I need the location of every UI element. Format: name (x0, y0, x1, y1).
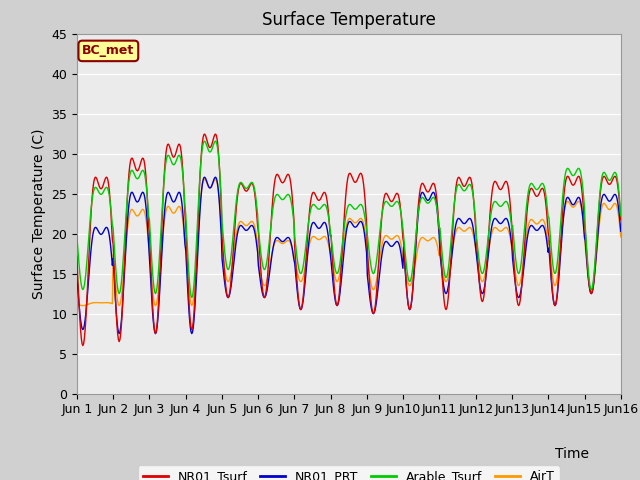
Arable_Tsurf (417, 198, 424, 204)
NR01_PRT (73, 272, 81, 278)
Arable_Tsurf (617, 213, 625, 219)
AirT (195, 223, 202, 229)
AirT (201, 177, 209, 182)
NR01_PRT (195, 232, 202, 238)
Arable_Tsurf (433, 202, 440, 207)
NR01_PRT (224, 295, 232, 300)
NR01_PRT (201, 174, 209, 180)
AirT (617, 234, 625, 240)
NR01_Tsurf (224, 295, 232, 300)
NR01_Tsurf (617, 217, 625, 223)
Arable_Tsurf (83, 262, 90, 267)
AirT (224, 279, 232, 285)
NR01_PRT (617, 228, 625, 234)
NR01_Tsurf (73, 253, 81, 259)
Arable_Tsurf (224, 267, 232, 273)
AirT (140, 207, 147, 213)
Title: Surface Temperature: Surface Temperature (262, 11, 436, 29)
Legend: NR01_Tsurf, NR01_PRT, Arable_Tsurf, AirT: NR01_Tsurf, NR01_PRT, Arable_Tsurf, AirT (138, 465, 560, 480)
NR01_Tsurf (84, 286, 92, 292)
AirT (417, 237, 424, 242)
AirT (433, 239, 440, 244)
Arable_Tsurf (139, 168, 147, 173)
NR01_PRT (417, 194, 424, 200)
NR01_Tsurf (195, 204, 202, 210)
Y-axis label: Surface Temperature (C): Surface Temperature (C) (31, 128, 45, 299)
NR01_PRT (115, 331, 123, 336)
NR01_PRT (83, 302, 90, 308)
Line: Arable_Tsurf: Arable_Tsurf (77, 141, 621, 298)
Arable_Tsurf (201, 138, 209, 144)
NR01_Tsurf (79, 343, 86, 348)
NR01_Tsurf (201, 131, 209, 137)
NR01_Tsurf (433, 191, 440, 196)
AirT (79, 303, 86, 309)
NR01_Tsurf (417, 186, 424, 192)
Text: BC_met: BC_met (82, 44, 134, 58)
Arable_Tsurf (188, 295, 196, 300)
Line: AirT: AirT (77, 180, 621, 306)
AirT (73, 301, 81, 307)
NR01_PRT (140, 190, 147, 195)
NR01_Tsurf (140, 156, 147, 161)
AirT (84, 302, 92, 308)
Arable_Tsurf (73, 232, 81, 238)
NR01_PRT (433, 199, 440, 205)
Arable_Tsurf (195, 196, 202, 202)
Line: NR01_PRT: NR01_PRT (77, 177, 621, 334)
Text: Time: Time (555, 447, 589, 461)
Line: NR01_Tsurf: NR01_Tsurf (77, 134, 621, 346)
